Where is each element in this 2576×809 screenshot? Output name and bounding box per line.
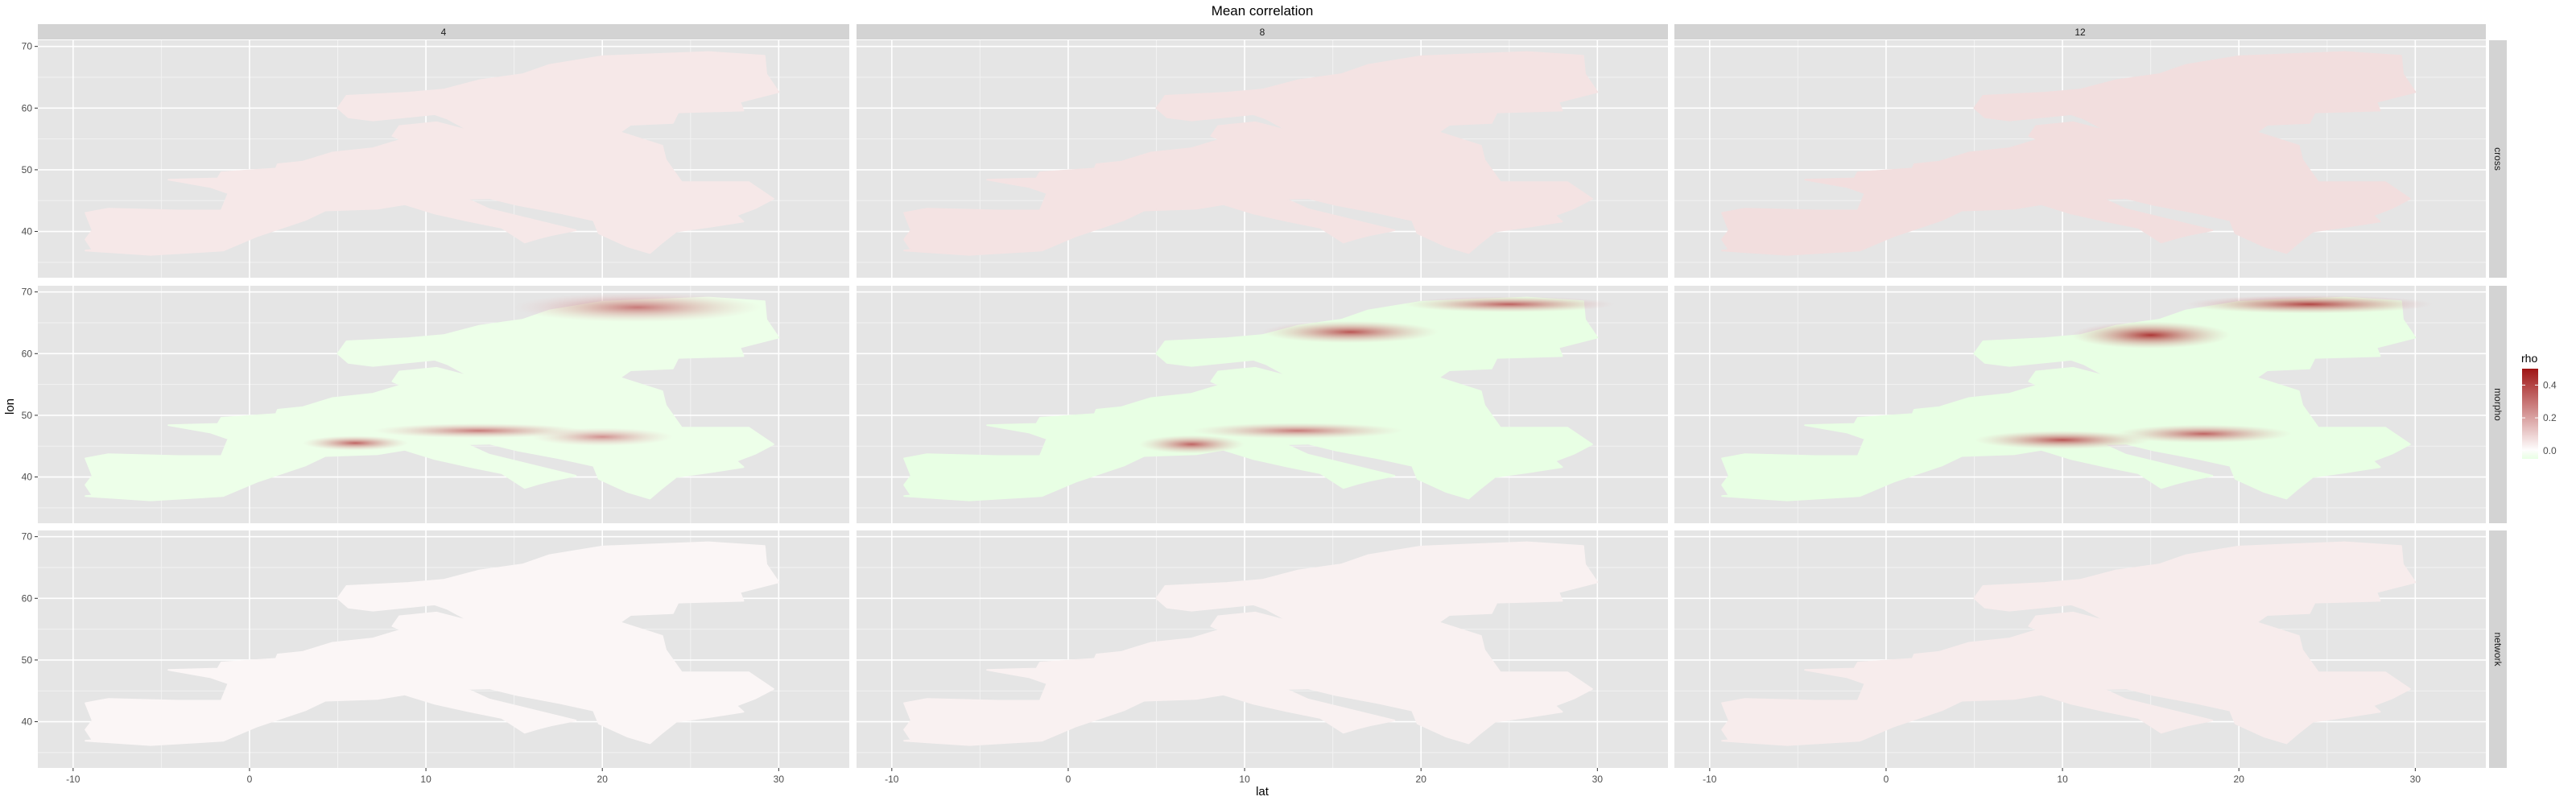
legend-title: rho bbox=[2521, 352, 2537, 365]
hotspot bbox=[514, 292, 762, 323]
y-tick-label: 60 bbox=[22, 348, 33, 359]
y-tick-label: 70 bbox=[22, 41, 33, 52]
hotspot bbox=[1403, 296, 1616, 312]
hotspot bbox=[531, 427, 673, 447]
x-tick-label: 0 bbox=[247, 774, 253, 785]
row-strip bbox=[2489, 530, 2507, 768]
hotspot bbox=[302, 435, 409, 451]
hotspot bbox=[373, 423, 585, 439]
column-strip-label: 8 bbox=[1260, 27, 1265, 38]
x-tick-label: -10 bbox=[66, 774, 80, 785]
land-area bbox=[1721, 296, 2417, 501]
y-tick-label: 40 bbox=[22, 716, 33, 728]
facet-grid: 4 8 12 cross morpho network 40 50 60 70 40 50 60 70 40… bbox=[22, 24, 2507, 785]
row-strip bbox=[2489, 40, 2507, 278]
column-strip-label: 4 bbox=[441, 27, 447, 38]
legend-colorbar bbox=[2522, 369, 2538, 459]
legend-tick-label: 0.2 bbox=[2543, 412, 2557, 423]
land-area bbox=[1721, 51, 2417, 256]
x-tick-label: -10 bbox=[1703, 774, 1717, 785]
facet-panel-morpho-8 bbox=[857, 286, 1668, 523]
y-axis-title: lon bbox=[3, 398, 17, 415]
facet-panel-morpho-4 bbox=[38, 286, 849, 523]
facet-panel-network-4 bbox=[38, 530, 849, 768]
hotspot bbox=[2115, 424, 2292, 444]
x-tick-label: 20 bbox=[597, 774, 609, 785]
hotspot bbox=[2071, 321, 2231, 349]
hotspot bbox=[1191, 423, 1404, 440]
legend-tick-label: 0.4 bbox=[2543, 379, 2557, 390]
y-tick-label: 50 bbox=[22, 164, 33, 175]
x-tick-label: 30 bbox=[2410, 774, 2421, 785]
chart-title: Mean correlation bbox=[1212, 3, 1314, 19]
facet-panel-cross-12 bbox=[1674, 40, 2486, 278]
row-strip-label: cross bbox=[2492, 147, 2504, 171]
x-tick-label: 10 bbox=[2057, 774, 2068, 785]
y-tick-label: 70 bbox=[22, 287, 33, 298]
y-tick-label: 40 bbox=[22, 226, 33, 237]
legend-tick-label: 0.0 bbox=[2543, 445, 2557, 456]
y-tick-label: 50 bbox=[22, 654, 33, 666]
x-axis-title: lat bbox=[1256, 785, 1269, 799]
column-strip-label: 12 bbox=[2074, 27, 2086, 38]
row-strip-label: network bbox=[2492, 632, 2504, 667]
x-tick-label: 0 bbox=[1884, 774, 1889, 785]
legend: rho 0.4 0.2 0.0 bbox=[2521, 352, 2557, 459]
x-tick-label: 10 bbox=[420, 774, 431, 785]
y-tick-label: 40 bbox=[22, 472, 33, 483]
facet-panel-network-8 bbox=[857, 530, 1668, 768]
column-strip bbox=[38, 24, 849, 39]
facet-panel-cross-4 bbox=[38, 40, 849, 278]
x-tick-label: 30 bbox=[1592, 774, 1604, 785]
land-area bbox=[1721, 541, 2417, 746]
y-tick-label: 50 bbox=[22, 410, 33, 421]
land-area bbox=[85, 541, 780, 746]
x-tick-label: 10 bbox=[1239, 774, 1250, 785]
row-strip bbox=[2489, 286, 2507, 523]
x-tick-label: 20 bbox=[1416, 774, 1427, 785]
hotspot bbox=[1138, 435, 1245, 454]
land-area bbox=[85, 296, 780, 501]
hotspot bbox=[1262, 320, 1439, 344]
column-strip bbox=[1674, 24, 2486, 39]
facet-panel-morpho-12 bbox=[1674, 286, 2486, 523]
y-tick-label: 60 bbox=[22, 592, 33, 604]
facet-panel-cross-8 bbox=[857, 40, 1668, 278]
x-tick-label: 0 bbox=[1066, 774, 1071, 785]
y-tick-label: 60 bbox=[22, 102, 33, 114]
row-strip-label: morpho bbox=[2492, 388, 2504, 421]
land-area bbox=[85, 51, 780, 256]
column-strip bbox=[857, 24, 1668, 39]
hotspot bbox=[1974, 431, 2151, 450]
land-area bbox=[903, 51, 1599, 256]
land-area bbox=[903, 296, 1599, 501]
hotspot bbox=[2186, 295, 2434, 314]
land-area bbox=[903, 541, 1599, 746]
x-tick-label: 20 bbox=[2234, 774, 2245, 785]
y-tick-label: 70 bbox=[22, 531, 33, 543]
facet-panel-network-12 bbox=[1674, 530, 2486, 768]
x-tick-label: -10 bbox=[885, 774, 899, 785]
x-tick-label: 30 bbox=[774, 774, 785, 785]
